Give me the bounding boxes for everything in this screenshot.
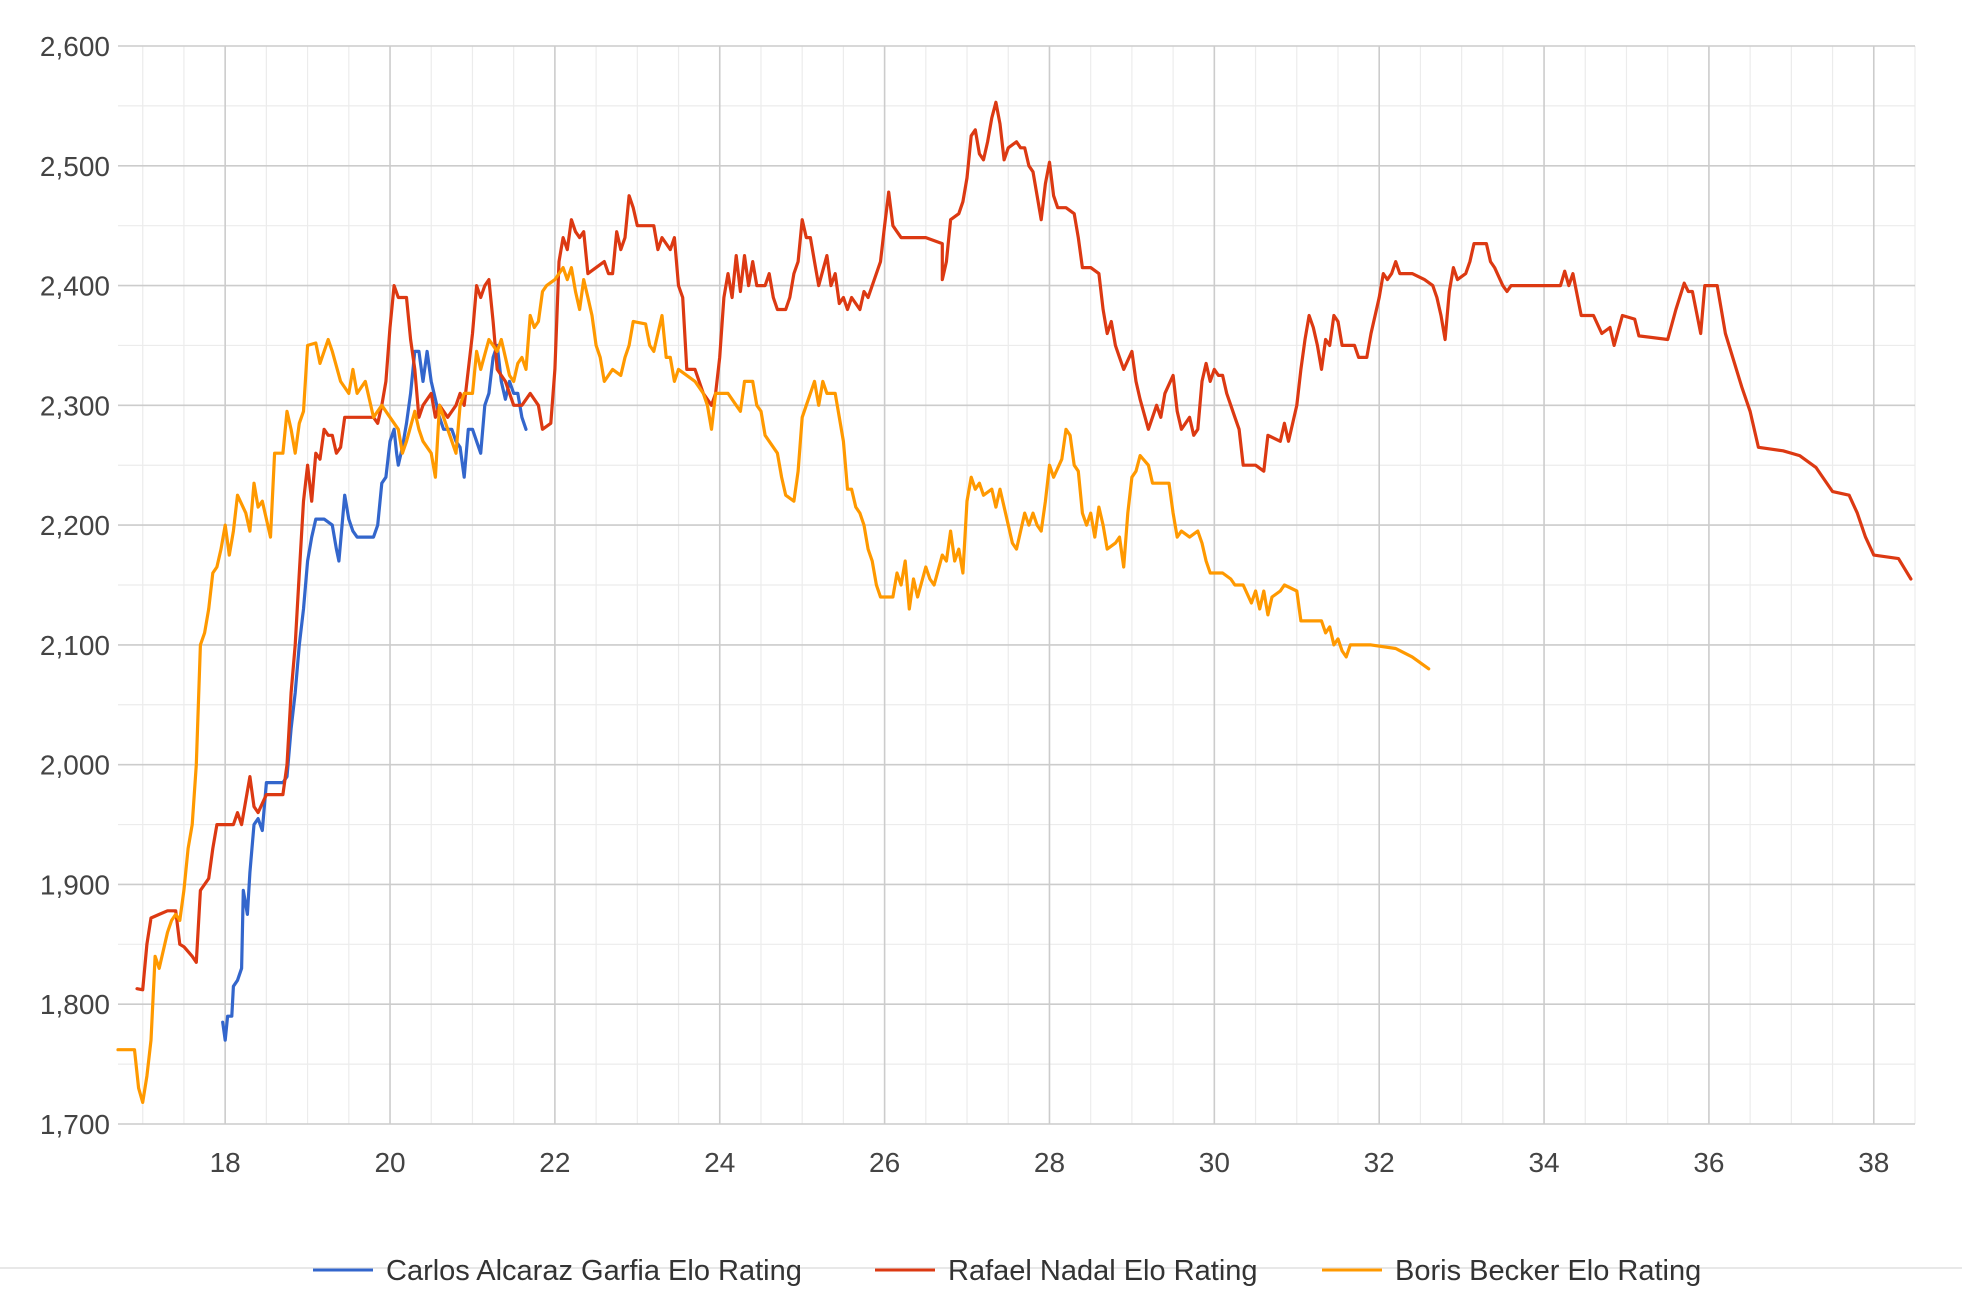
y-tick-label: 2,300 — [40, 390, 110, 421]
legend-item-becker[interactable]: Boris Becker Elo Rating — [1322, 1255, 1701, 1287]
legend-item-nadal[interactable]: Rafael Nadal Elo Rating — [875, 1255, 1258, 1287]
y-tick-label: 2,600 — [40, 31, 110, 62]
x-tick-label: 36 — [1693, 1147, 1724, 1178]
series-lines — [116, 100, 1913, 1104]
y-tick-label: 2,000 — [40, 750, 110, 781]
series-line-nadal[interactable] — [135, 100, 1913, 992]
y-tick-label: 2,400 — [40, 271, 110, 302]
x-tick-label: 32 — [1364, 1147, 1395, 1178]
y-tick-label: 2,500 — [40, 151, 110, 182]
legend-label-becker: Boris Becker Elo Rating — [1395, 1255, 1701, 1287]
major-gridlines — [118, 45, 1915, 1125]
x-tick-label: 22 — [539, 1147, 570, 1178]
legend-item-alcaraz[interactable]: Carlos Alcaraz Garfia Elo Rating — [313, 1255, 802, 1287]
legend-label-alcaraz: Carlos Alcaraz Garfia Elo Rating — [386, 1255, 802, 1287]
y-tick-label: 1,900 — [40, 869, 110, 900]
x-tick-label: 24 — [704, 1147, 735, 1178]
series-line-becker[interactable] — [116, 266, 1431, 1104]
y-tick-label: 2,200 — [40, 510, 110, 541]
x-tick-label: 18 — [210, 1147, 241, 1178]
y-tick-label: 1,800 — [40, 989, 110, 1020]
x-tick-label: 20 — [374, 1147, 405, 1178]
x-tick-label: 30 — [1199, 1147, 1230, 1178]
minor-gridlines — [118, 46, 1916, 1124]
x-axis-tick-labels: 18 20 22 24 26 28 30 32 34 36 38 — [210, 1147, 1890, 1178]
x-tick-label: 26 — [869, 1147, 900, 1178]
x-tick-label: 34 — [1528, 1147, 1559, 1178]
y-tick-label: 1,700 — [40, 1109, 110, 1140]
legend-label-nadal: Rafael Nadal Elo Rating — [948, 1255, 1258, 1287]
x-tick-label: 28 — [1034, 1147, 1065, 1178]
y-axis-tick-labels: 1,700 1,800 1,900 2,000 2,100 2,200 2,300 2,400… — [40, 31, 110, 1140]
x-tick-label: 38 — [1858, 1147, 1889, 1178]
legend: Carlos Alcaraz Garfia Elo Rating Rafael … — [0, 1255, 1962, 1287]
y-tick-label: 2,100 — [40, 630, 110, 661]
series-line-alcaraz[interactable] — [221, 343, 528, 1042]
